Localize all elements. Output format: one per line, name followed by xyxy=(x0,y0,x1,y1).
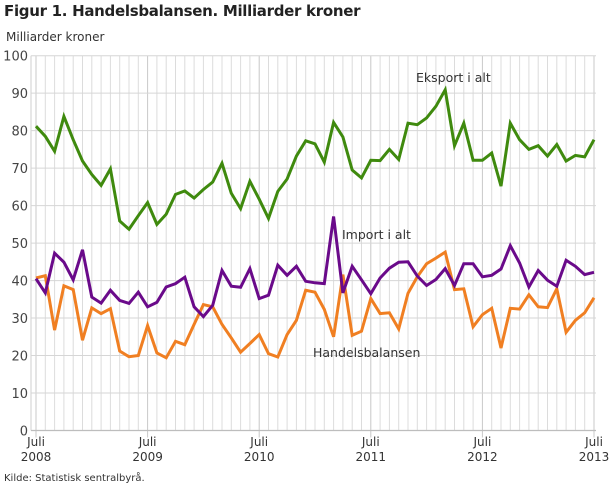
y-tick-label: 80 xyxy=(11,125,28,140)
series-line-eksport-i-alt xyxy=(34,85,596,232)
source-note: Kilde: Statistisk sentralbyrå. xyxy=(4,473,145,484)
x-tick-month: Juli xyxy=(26,435,45,449)
x-tick-year: 2013 xyxy=(579,450,610,464)
y-tick-label: 50 xyxy=(11,237,28,252)
series-line-handelsbalansen xyxy=(35,249,596,360)
x-tick-year: 2008 xyxy=(21,450,52,464)
x-tick-month: Juli xyxy=(249,435,268,449)
series-line-import-i-alt xyxy=(34,216,595,319)
chart-title: Figur 1. Handelsbalansen. Milliarder kro… xyxy=(4,2,361,20)
x-tick-year: 2012 xyxy=(467,450,498,464)
series-label: Eksport i alt xyxy=(416,70,491,85)
x-tick-year: 2010 xyxy=(244,450,275,464)
x-tick-month: Juli xyxy=(584,435,603,449)
y-tick-label: 100 xyxy=(3,50,28,65)
x-tick-month: Juli xyxy=(138,435,157,449)
x-tick-year: 2011 xyxy=(356,450,387,464)
x-tick-month: Juli xyxy=(361,435,380,449)
x-tick-year: 2009 xyxy=(132,450,163,464)
y-tick-label: 60 xyxy=(11,200,28,215)
x-tick-month: Juli xyxy=(472,435,491,449)
y-tick-label: 30 xyxy=(11,312,28,327)
series-label: Import i alt xyxy=(342,227,411,242)
y-axis-label: Milliarder kroner xyxy=(6,30,105,44)
y-tick-label: 0 xyxy=(20,425,28,440)
series-label: Handelsbalansen xyxy=(313,345,420,360)
y-tick-label: 10 xyxy=(11,387,28,402)
y-tick-label: 70 xyxy=(11,162,28,177)
y-tick-label: 90 xyxy=(11,87,28,102)
y-tick-label: 40 xyxy=(11,275,28,290)
y-tick-label: 20 xyxy=(11,350,28,365)
